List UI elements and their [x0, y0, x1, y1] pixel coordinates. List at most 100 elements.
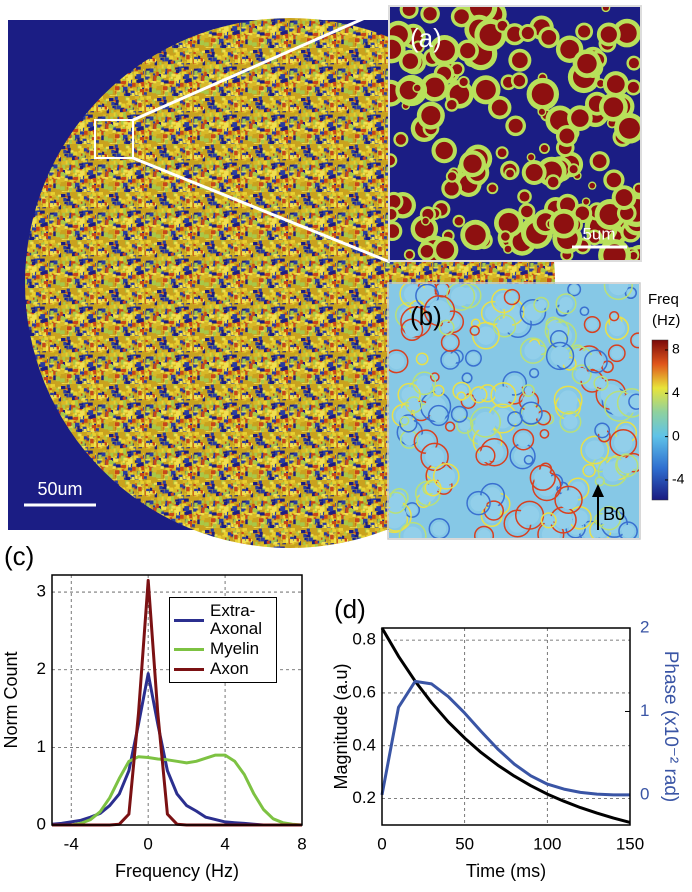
field-core — [472, 320, 479, 327]
field-core — [584, 373, 600, 389]
field-core — [389, 495, 403, 510]
legend-entry: Myelin — [174, 640, 272, 658]
data-line — [51, 672, 302, 827]
field-core — [446, 423, 454, 430]
field-core — [496, 318, 513, 334]
axon-core — [390, 194, 401, 209]
field-core — [427, 482, 439, 494]
zoom-box — [94, 119, 134, 159]
axon-core — [629, 252, 638, 260]
panel-label: (d) — [334, 594, 366, 624]
field-core — [588, 353, 604, 370]
axon-core — [423, 7, 437, 21]
field-ring — [594, 476, 605, 487]
axon-core — [475, 79, 496, 100]
field-core — [468, 352, 479, 364]
axon-core — [507, 26, 523, 42]
plot-frame — [381, 627, 631, 826]
field-ring — [461, 372, 473, 384]
field-core — [463, 374, 471, 382]
field-core — [597, 425, 608, 436]
axon-core — [541, 30, 557, 45]
axon-core — [589, 182, 596, 189]
field-core — [417, 433, 434, 450]
axon-core — [479, 23, 502, 46]
axon-core — [560, 39, 579, 59]
field-core — [471, 327, 478, 334]
field-core — [601, 510, 618, 527]
axon-core — [603, 97, 624, 118]
field-core — [581, 308, 588, 315]
field-ring — [583, 349, 608, 374]
axon-core — [615, 189, 633, 206]
field-ring — [540, 512, 557, 529]
field-core — [403, 526, 422, 538]
axon-core — [617, 23, 637, 43]
b0-arrow-head — [592, 484, 604, 497]
field-core — [478, 449, 492, 463]
axon-core — [497, 148, 507, 158]
axon-core — [577, 53, 597, 74]
field-core — [538, 412, 549, 423]
axon-core — [435, 141, 453, 160]
colorbar-tick-label: 4 — [672, 384, 680, 400]
axon-core — [589, 231, 600, 243]
field-core — [563, 414, 578, 430]
field-core — [419, 287, 436, 304]
colorbar-tick-label: 8 — [672, 341, 680, 357]
field-core — [487, 503, 501, 518]
legend-label: Extra-Axonal — [210, 601, 262, 638]
y-tick-label: 0 — [37, 814, 46, 833]
field-ring — [594, 422, 611, 439]
field-core — [416, 375, 433, 392]
field-ring — [630, 332, 639, 349]
field-ring — [389, 349, 409, 374]
axon-core — [414, 219, 434, 239]
axon-core — [512, 52, 528, 69]
field-core — [506, 291, 518, 303]
axon-core — [599, 203, 621, 225]
field-ring — [582, 463, 596, 478]
colorbar-tick-label: -4 — [672, 471, 685, 487]
field-ring — [466, 490, 491, 516]
field-core — [477, 529, 491, 538]
field-ring — [400, 318, 424, 342]
field-core — [536, 299, 547, 310]
data-line — [52, 753, 303, 827]
axon-core — [538, 108, 545, 115]
field-ring — [539, 428, 550, 439]
field-ring — [618, 521, 638, 538]
axon-core — [413, 42, 423, 52]
field-ring — [399, 430, 419, 449]
field-core — [431, 408, 446, 423]
axon-core — [528, 154, 535, 161]
y2-tick-label: 1 — [640, 701, 649, 720]
y-axis-label: Norm Count — [1, 651, 21, 748]
axon-core — [506, 169, 514, 178]
field-core — [408, 399, 420, 411]
field-core — [418, 354, 427, 363]
field-ring — [600, 510, 629, 538]
field-ring — [389, 491, 407, 514]
field-ring — [628, 393, 639, 410]
axon-core — [519, 191, 530, 202]
x-tick-label: -4 — [64, 834, 79, 853]
field-ring — [404, 502, 421, 518]
field-ring — [607, 344, 626, 363]
field-core — [494, 386, 512, 404]
axon-core — [540, 144, 549, 153]
y-tick-label: 0.4 — [352, 735, 376, 754]
field-core — [541, 525, 560, 538]
field-core — [559, 296, 573, 311]
axon-core — [553, 213, 574, 234]
field-ring — [456, 416, 474, 434]
field-ring — [464, 349, 482, 367]
y2-tick-label: 2 — [640, 617, 649, 636]
field-core — [432, 521, 447, 536]
field-ring — [475, 445, 496, 466]
field-core — [633, 335, 639, 346]
field-core — [401, 386, 417, 403]
field-ring — [519, 401, 543, 425]
axon-core — [413, 84, 421, 92]
field-core — [575, 367, 589, 381]
